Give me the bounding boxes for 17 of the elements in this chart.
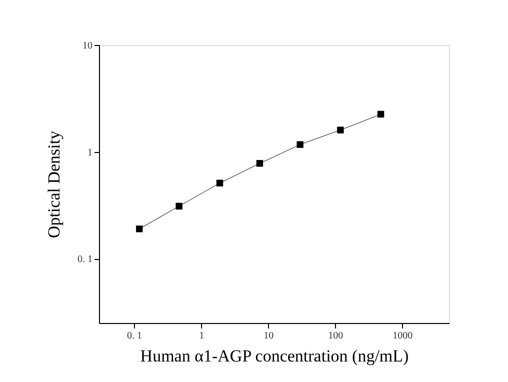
point — [377, 110, 384, 118]
point — [337, 126, 344, 134]
y-tick-label: 1 — [88, 147, 92, 158]
y-tick-label: 10 — [82, 40, 92, 52]
x-axis-title: Human α1-AGP concentration (ng/mL) — [140, 346, 409, 366]
point — [176, 202, 182, 210]
x-tick-label: 100 — [328, 330, 344, 342]
x-tick-label: 1 — [199, 330, 204, 342]
y-tick-label: 0. 1 — [78, 254, 92, 266]
point — [136, 226, 143, 232]
x-tick-label: 0. 1 — [127, 330, 142, 342]
x-tick-label: 10 — [264, 330, 274, 342]
point — [296, 141, 304, 148]
y-axis-title: Optical Density — [44, 130, 64, 238]
x-tick-label: 1000 — [392, 330, 413, 342]
point — [256, 160, 264, 167]
point — [216, 180, 224, 186]
